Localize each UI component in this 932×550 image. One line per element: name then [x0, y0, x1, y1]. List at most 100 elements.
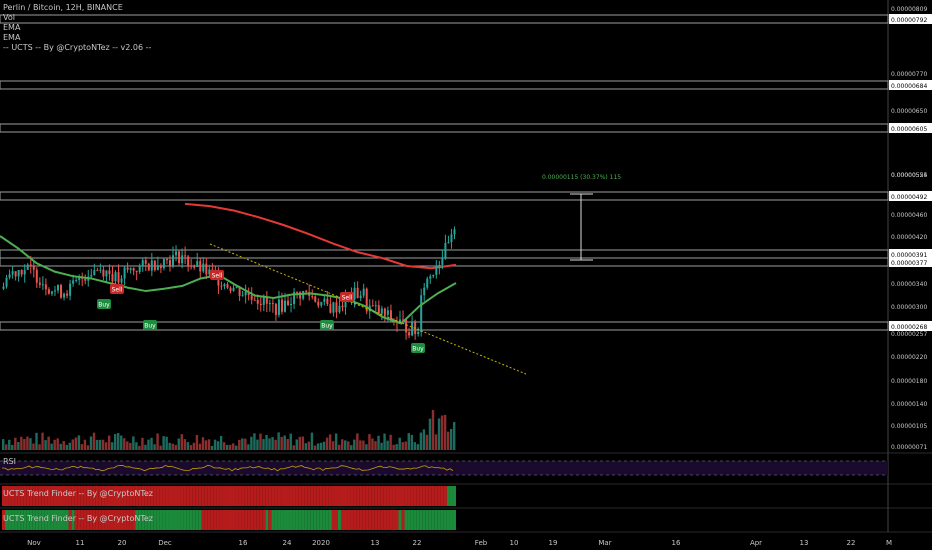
- trend-bar: [322, 510, 326, 530]
- candle-body: [14, 271, 17, 277]
- trend-bar: [107, 486, 111, 506]
- trend-bar: [395, 486, 399, 506]
- trend-bar: [180, 486, 184, 506]
- measure-label: 0.00000115 (30.37%) 115: [542, 174, 621, 181]
- candle-body: [72, 280, 75, 284]
- sr-zone: [0, 257, 889, 267]
- trend-bar: [120, 486, 124, 506]
- signal-text: Buy: [412, 346, 424, 353]
- trendline: [209, 243, 527, 375]
- rsi-pane-label[interactable]: RSI: [3, 457, 16, 466]
- trend-bar: [110, 510, 114, 530]
- trend-bar: [144, 486, 148, 506]
- sr-zone: [0, 80, 889, 90]
- time-tick: Nov: [27, 539, 41, 547]
- trend-bar: [280, 486, 284, 506]
- trend-bar: [419, 510, 423, 530]
- trend-bar: [229, 486, 233, 506]
- candle-body: [60, 284, 63, 298]
- candle-body: [293, 292, 296, 305]
- trend-bar: [123, 510, 127, 530]
- candle-body: [147, 263, 150, 271]
- volume-bar: [62, 441, 65, 450]
- candle-body: [359, 295, 362, 299]
- price-tag-bg: [889, 14, 932, 24]
- trend-bar: [440, 486, 444, 506]
- volume-bar: [344, 440, 347, 450]
- candle-body: [405, 319, 408, 333]
- price-tick: 0.00000377: [891, 260, 927, 267]
- candle-body: [408, 332, 411, 336]
- candle-body: [329, 304, 332, 313]
- volume-bar: [232, 443, 235, 450]
- candle-body: [156, 265, 159, 271]
- price-tick: 0.00000220: [891, 354, 927, 361]
- volume-bar: [210, 445, 214, 450]
- candle-body: [165, 258, 168, 261]
- trend-bar: [425, 486, 429, 506]
- candle-body: [181, 255, 184, 264]
- volume-bar: [186, 442, 190, 450]
- trend-bar: [195, 510, 199, 530]
- volume-bar: [110, 442, 114, 450]
- candle-body: [296, 292, 299, 294]
- trend-bar: [129, 510, 133, 530]
- trend-bar: [337, 486, 341, 506]
- price-tick: 0.00000524: [891, 172, 927, 179]
- trend-bar: [186, 486, 190, 506]
- volume-bar: [156, 433, 159, 450]
- candle-body: [447, 242, 450, 244]
- volume-bar: [11, 444, 14, 450]
- trend-bar: [159, 510, 163, 530]
- candle-body: [96, 270, 99, 272]
- volume-bar: [356, 433, 359, 450]
- trend-bar: [126, 510, 130, 530]
- trend-bar: [101, 510, 105, 530]
- candle-body: [441, 258, 444, 265]
- price-tick: 0.00000492: [891, 194, 927, 201]
- price-tick: 0.00000555: [891, 172, 927, 179]
- trend-bar: [189, 486, 193, 506]
- trend-bar: [274, 486, 278, 506]
- volume-bar: [292, 445, 295, 450]
- volume-bar: [222, 442, 226, 450]
- trend-bar: [77, 486, 81, 506]
- trend-bar: [38, 486, 42, 506]
- trend-bar: [174, 510, 178, 530]
- trend-bar: [434, 510, 438, 530]
- candle-body: [426, 278, 429, 288]
- trend-bar: [86, 486, 90, 506]
- trend-bar: [334, 486, 338, 506]
- volume-bar: [359, 440, 362, 450]
- trend-bar: [434, 486, 438, 506]
- trend-bar: [377, 486, 381, 506]
- trend-bar: [86, 510, 90, 530]
- trend-bar: [186, 510, 190, 530]
- volume-bar: [195, 434, 199, 450]
- legend-ucts[interactable]: -- UCTS -- By @CryptoNTez -- v2.06 --: [3, 43, 152, 52]
- candle-body: [247, 291, 250, 296]
- trend-finder-2-label[interactable]: UCTS Trend Finder -- By @CryptoNTez: [3, 514, 153, 523]
- trend-bar: [374, 510, 378, 530]
- candle-body: [20, 269, 23, 275]
- trend-bar: [298, 510, 302, 530]
- candle-body: [120, 278, 123, 283]
- legend-ema-1[interactable]: EMA: [3, 23, 21, 32]
- volume-bar: [159, 445, 162, 450]
- trend-bar: [331, 486, 335, 506]
- candle-body: [283, 300, 286, 312]
- trend-bar: [80, 510, 84, 530]
- trend-bar: [353, 510, 357, 530]
- volume-bar: [395, 444, 398, 450]
- trend-bar: [443, 486, 447, 506]
- trend-bar: [147, 486, 151, 506]
- trend-bar: [219, 510, 223, 530]
- trend-bar: [20, 486, 24, 506]
- legend-ema-2[interactable]: EMA: [3, 33, 21, 42]
- legend-volume[interactable]: Vol: [3, 13, 15, 22]
- candle-body: [220, 285, 223, 287]
- trend-bar: [138, 510, 142, 530]
- trend-finder-1-label[interactable]: UCTS Trend Finder -- By @CryptoNTez: [3, 489, 153, 498]
- volume-bar: [126, 441, 129, 450]
